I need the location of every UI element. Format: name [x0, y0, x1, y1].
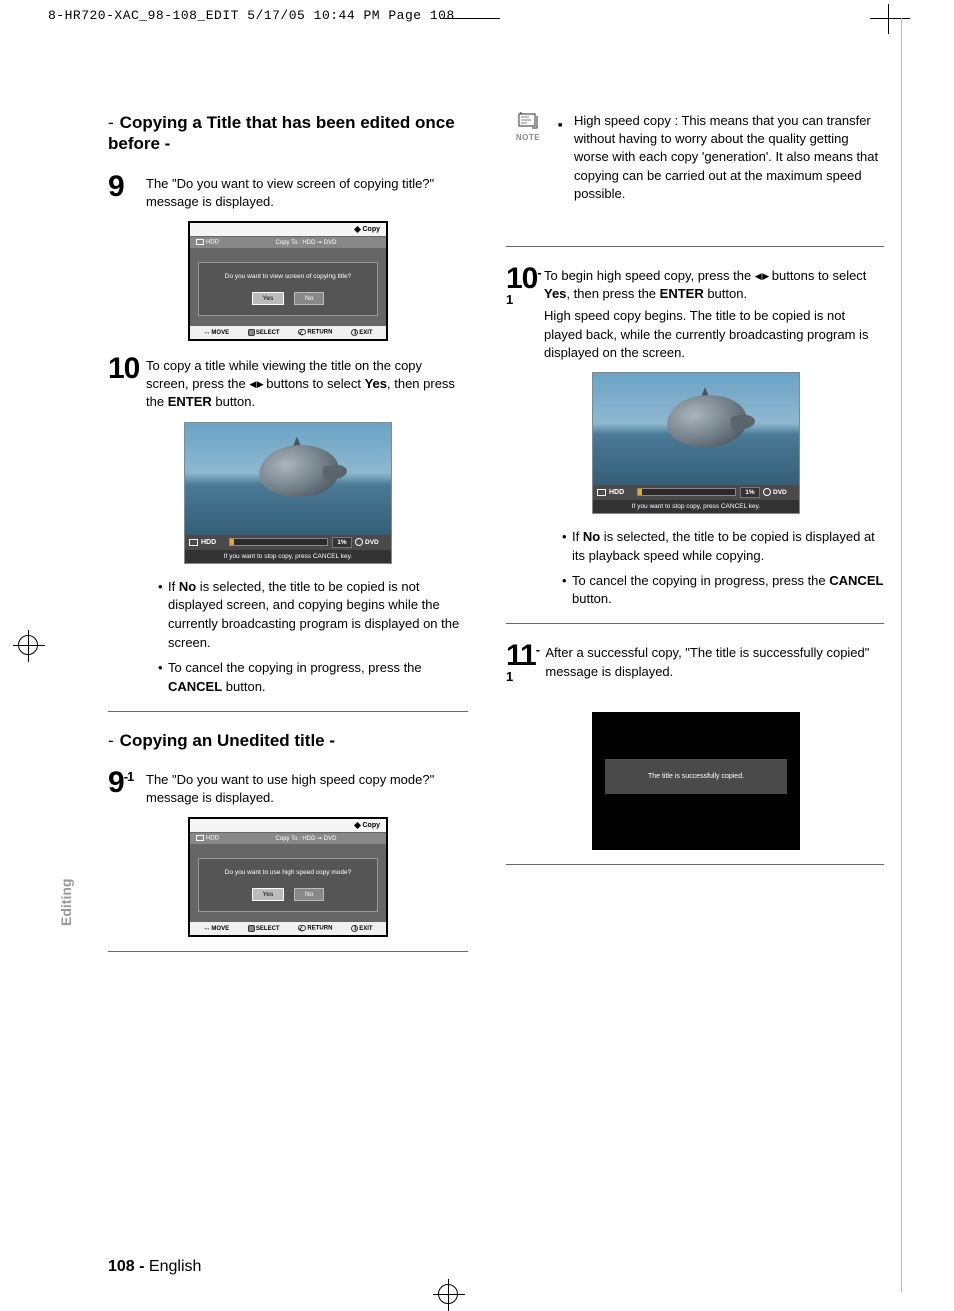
bullet-list: •If No is selected, the title to be copi…: [158, 578, 468, 697]
hdd-icon: [189, 539, 198, 546]
section-heading: -Copying an Unedited title -: [108, 730, 468, 751]
dialog-footer: ↔MOVE SELECT RETURN EXIT: [190, 922, 386, 935]
left-column: -Copying a Title that has been edited on…: [108, 112, 468, 970]
page-content: -Copying a Title that has been edited on…: [108, 112, 888, 970]
progress-percent: 1%: [740, 487, 760, 498]
dialog-body: Do you want to view screen of copying ti…: [190, 248, 386, 326]
dialog-title-bar: Copy: [190, 223, 386, 236]
disc-icon: [763, 488, 771, 496]
tv-progress-screen: HDD 1% DVD If you want to stop copy, pre…: [184, 422, 392, 564]
right-column: NOTE High speed copy : This means that y…: [506, 112, 886, 883]
divider: [506, 864, 884, 865]
step-10-1: 10-1 To begin high speed copy, press the…: [506, 265, 886, 362]
tv-progress-screen: HDD 1% DVD If you want to stop copy, pre…: [592, 372, 800, 514]
disc-icon: [355, 538, 363, 546]
success-message: The title is successfully copied.: [605, 759, 787, 794]
step-10: 10 To copy a title while viewing the tit…: [108, 355, 468, 412]
step-number: 9-1: [108, 769, 136, 796]
section-tab: Editing: [58, 879, 74, 926]
note-block: NOTE High speed copy : This means that y…: [506, 112, 886, 232]
no-button[interactable]: No: [294, 888, 324, 901]
page-number: 108 - English: [108, 1258, 201, 1276]
dialog-message: Do you want to view screen of copying ti…: [225, 273, 351, 280]
step-11-1: 11-1 After a successful copy, "The title…: [506, 642, 886, 696]
step-text: The "Do you want to use high speed copy …: [146, 769, 468, 807]
dialog-message: Do you want to use high speed copy mode?: [225, 869, 351, 876]
step-text: To copy a title while viewing the title …: [146, 355, 468, 412]
divider: [506, 246, 884, 247]
dialog-body: Do you want to use high speed copy mode?…: [190, 844, 386, 922]
progress-bar-row: HDD 1% DVD: [185, 535, 391, 550]
tv-dialog-view-screen: Copy HDD Copy To : HDD ➞ DVD Do you want…: [188, 221, 388, 341]
progress-percent: 1%: [332, 537, 352, 548]
step-text: After a successful copy, "The title is s…: [545, 642, 886, 680]
divider: [108, 951, 468, 952]
dialog-title-bar: Copy: [190, 819, 386, 832]
step-text: To begin high speed copy, press the ◀ ▶ …: [544, 265, 886, 362]
dolphin-image: [659, 385, 759, 465]
progress-bar-row: HDD 1% DVD: [593, 485, 799, 500]
hdd-icon: [597, 489, 606, 496]
note-label: NOTE: [506, 133, 550, 142]
progress-track: [637, 488, 736, 496]
yes-button[interactable]: Yes: [252, 292, 285, 305]
step-9: 9 The "Do you want to view screen of cop…: [108, 173, 468, 211]
note-text: High speed copy : This means that you ca…: [574, 112, 886, 203]
dialog-footer: ↔MOVE SELECT RETURN EXIT: [190, 326, 386, 339]
bullet-square-icon: [558, 112, 574, 203]
progress-track: [229, 538, 328, 546]
registration-mark: [18, 635, 38, 655]
note-icon: [517, 112, 539, 130]
step-9-1: 9-1 The "Do you want to use high speed c…: [108, 769, 468, 807]
no-button[interactable]: No: [294, 292, 324, 305]
step-text: The "Do you want to view screen of copyi…: [146, 173, 468, 211]
progress-message: If you want to stop copy, press CANCEL k…: [185, 550, 391, 563]
bullet-list: •If No is selected, the title to be copi…: [562, 528, 886, 609]
preview-image: [593, 373, 799, 485]
progress-message: If you want to stop copy, press CANCEL k…: [593, 500, 799, 513]
step-number: 10: [108, 355, 136, 382]
step-number: 9: [108, 173, 136, 200]
step-number: 11-1: [506, 642, 535, 696]
yes-button[interactable]: Yes: [252, 888, 285, 901]
tv-dialog-highspeed: Copy HDD Copy To : HDD ➞ DVD Do you want…: [188, 817, 388, 937]
dialog-subheader: HDD Copy To : HDD ➞ DVD: [190, 236, 386, 248]
section-heading: -Copying a Title that has been edited on…: [108, 112, 468, 155]
divider: [108, 711, 468, 712]
dolphin-image: [251, 435, 351, 515]
divider: [506, 623, 884, 624]
tv-success-screen: The title is successfully copied.: [592, 712, 800, 850]
step-number: 10-1: [506, 265, 534, 319]
dialog-subheader: HDD Copy To : HDD ➞ DVD: [190, 832, 386, 844]
preview-image: [185, 423, 391, 535]
